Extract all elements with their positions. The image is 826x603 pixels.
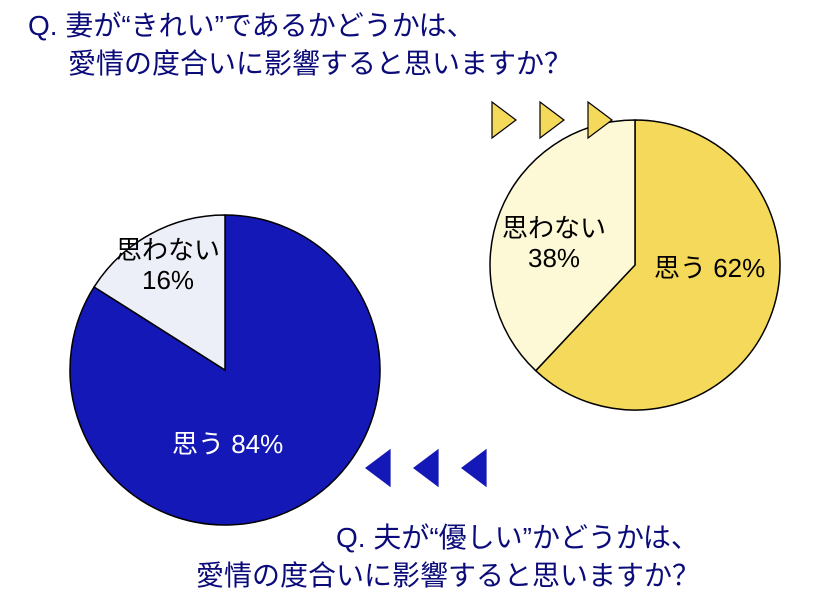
- right-arrow-icon-1: [492, 102, 516, 138]
- question-2-line-1: Q. 夫が“優しい”かどうかは、: [336, 518, 699, 557]
- chart-2-no-label: 思わない 16%: [116, 236, 220, 296]
- chart-2-no-label-line-1: 思わない: [116, 235, 220, 265]
- chart-1-no-label-line-2: 38%: [528, 243, 580, 273]
- left-arrow-icon-2: [414, 450, 438, 486]
- left-arrow-icon-3: [366, 450, 390, 486]
- chart-1-no-label-line-1: 思わない: [502, 213, 606, 243]
- right-arrow-icon-2: [540, 102, 564, 138]
- chart-stage: [0, 0, 826, 603]
- chart-2-no-label-line-2: 16%: [142, 265, 194, 295]
- chart-2-yes-label: 思う 84%: [172, 430, 283, 460]
- question-2-line-2: 愛情の度合いに影響すると思いますか？: [196, 556, 700, 595]
- chart-1-no-label: 思わない 38%: [502, 214, 606, 274]
- chart-1-yes-label: 思う 62%: [654, 254, 765, 284]
- left-arrow-icon-1: [462, 450, 486, 486]
